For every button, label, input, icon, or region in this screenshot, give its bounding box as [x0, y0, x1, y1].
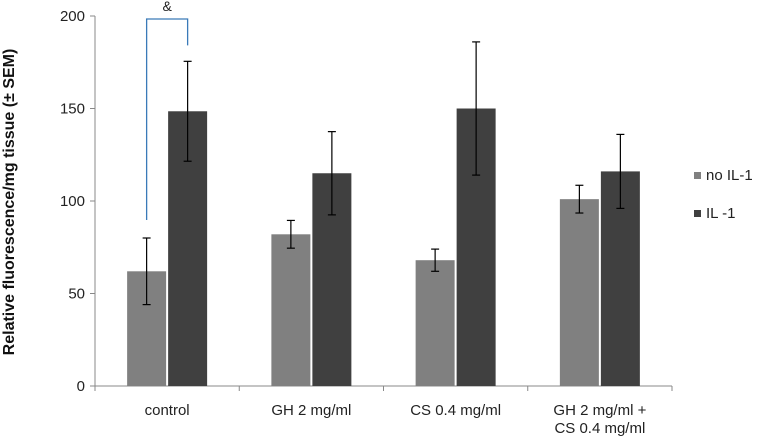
y-tick-label: 100 [60, 193, 85, 210]
bar [415, 260, 455, 386]
bar [559, 199, 599, 386]
y-tick-label: 50 [68, 286, 85, 303]
x-tick-label: GH 2 mg/ml + [553, 402, 646, 419]
legend-label: IL -1 [706, 205, 735, 222]
annotations: & [145, 0, 189, 220]
bar [271, 234, 311, 386]
y-tick-label: 0 [77, 378, 85, 395]
x-tick-label: control [145, 402, 190, 419]
y-tick-label: 200 [60, 8, 85, 25]
y-axis-label: Relative fluorescence/mg tissue (± SEM) [1, 49, 18, 356]
x-tick-label: CS 0.4 mg/ml [410, 402, 501, 419]
significance-mark: & [162, 0, 172, 14]
legend-swatch [694, 210, 701, 217]
legend-swatch [694, 172, 701, 179]
y-tick-label: 150 [60, 101, 85, 118]
x-tick-label: GH 2 mg/ml [271, 402, 351, 419]
significance-bracket [145, 18, 189, 220]
x-tick-label: CS 0.4 mg/ml [554, 420, 645, 437]
axes: 0 50 100 150 200 control GH 2 mg/ml CS 0.4 mg/m… [60, 8, 673, 437]
error-bars [142, 41, 625, 306]
legend: no IL-1 IL -1 [694, 167, 753, 222]
legend-label: no IL-1 [706, 167, 753, 184]
bars [127, 108, 640, 387]
